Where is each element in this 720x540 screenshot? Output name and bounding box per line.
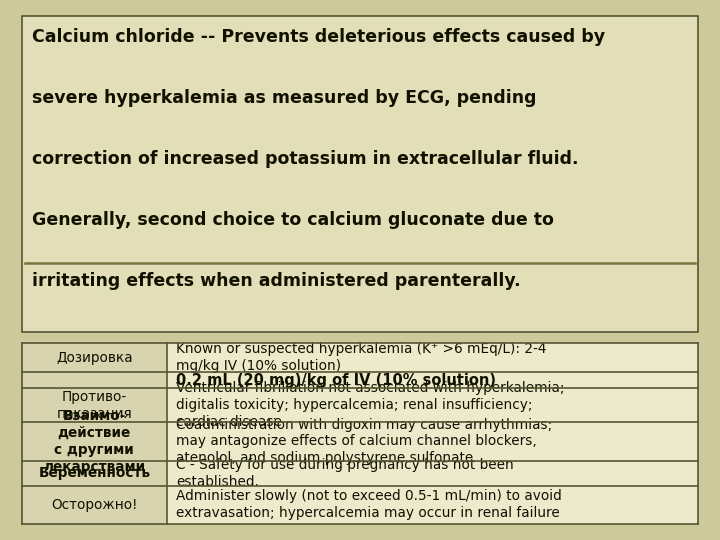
Bar: [22, 372, 167, 388]
Bar: [22, 486, 167, 524]
Text: 0.2 mL (20 mg)/kg of IV (10% solution): 0.2 mL (20 mg)/kg of IV (10% solution): [176, 373, 496, 388]
Bar: [22, 461, 167, 486]
Text: Coadministration with digoxin may cause arrhythmias;
may antagonize effects of c: Coadministration with digoxin may cause …: [176, 418, 552, 465]
Text: Осторожно!: Осторожно!: [51, 498, 138, 512]
Text: Ventricular fibrillation not associated with hyperkalemia;
digitalis toxicity; h: Ventricular fibrillation not associated …: [176, 381, 564, 429]
Bar: [167, 486, 698, 524]
Text: Administer slowly (not to exceed 0.5-1 mL/min) to avoid
extravasation; hypercalc: Administer slowly (not to exceed 0.5-1 m…: [176, 489, 562, 520]
Bar: [22, 343, 167, 372]
Text: correction of increased potassium in extracellular fluid.: correction of increased potassium in ext…: [32, 150, 579, 168]
Bar: [167, 372, 698, 388]
Text: Generally, second choice to calcium gluconate due to: Generally, second choice to calcium gluc…: [32, 211, 554, 229]
Bar: [167, 343, 698, 372]
Text: severe hyperkalemia as measured by ECG, pending: severe hyperkalemia as measured by ECG, …: [32, 89, 537, 107]
Bar: [167, 388, 698, 422]
Bar: [167, 461, 698, 486]
Text: irritating effects when administered parenterally.: irritating effects when administered par…: [32, 272, 521, 290]
Bar: [22, 422, 167, 461]
Text: Противо-
показания: Противо- показания: [56, 390, 132, 421]
Text: Взаимо-
действие
с другими
лекарствами: Взаимо- действие с другими лекарствами: [43, 409, 145, 474]
Bar: [22, 16, 698, 332]
Bar: [22, 388, 167, 422]
Text: Known or suspected hyperkalemia (K⁺ >6 mEq/L): 2-4
mg/kg IV (10% solution): Known or suspected hyperkalemia (K⁺ >6 m…: [176, 342, 546, 373]
Text: Дозировка: Дозировка: [56, 350, 132, 365]
Text: Calcium chloride -- Prevents deleterious effects caused by: Calcium chloride -- Prevents deleterious…: [32, 28, 606, 46]
Bar: [167, 422, 698, 461]
Text: C - Safety for use during pregnancy has not been
established.: C - Safety for use during pregnancy has …: [176, 458, 513, 489]
Text: Беременность: Беременность: [38, 467, 150, 481]
